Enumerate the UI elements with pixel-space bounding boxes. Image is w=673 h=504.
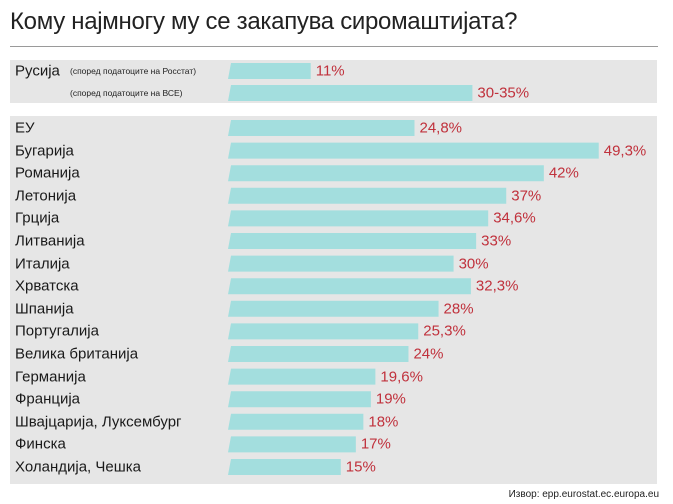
category-label: Велика британија bbox=[15, 345, 139, 363]
highlight-sublabel-1: (според податоците на ВСЕ) bbox=[70, 88, 183, 98]
bar bbox=[228, 413, 364, 430]
bar bbox=[228, 210, 489, 227]
highlight-bar-0 bbox=[228, 63, 311, 79]
bar bbox=[228, 323, 419, 340]
category-label: Италија bbox=[15, 255, 70, 273]
bar bbox=[228, 346, 409, 362]
category-label: Германија bbox=[15, 368, 86, 386]
bar bbox=[228, 391, 371, 408]
value-label: 37% bbox=[511, 187, 542, 205]
bar bbox=[228, 233, 477, 249]
title-divider bbox=[10, 46, 658, 47]
bar bbox=[228, 255, 454, 272]
value-label: 15% bbox=[345, 458, 376, 476]
value-label: 18% bbox=[368, 413, 399, 431]
category-label: Франција bbox=[15, 390, 81, 408]
category-label: Летонија bbox=[15, 187, 77, 205]
category-label: Хрватска bbox=[15, 277, 79, 295]
source-note: Извор: epp.eurostat.ec.europa.eu bbox=[508, 489, 659, 500]
category-label: ЕУ bbox=[15, 119, 35, 137]
bar bbox=[228, 142, 599, 159]
bar bbox=[228, 368, 376, 385]
bar bbox=[228, 436, 356, 453]
value-label: 19% bbox=[375, 390, 406, 408]
value-label: 19,6% bbox=[380, 368, 423, 386]
category-label: Бугарија bbox=[15, 142, 74, 160]
category-label: Грција bbox=[15, 209, 60, 227]
value-label: 25,3% bbox=[423, 322, 466, 340]
value-label: 24,8% bbox=[419, 119, 463, 137]
value-label: 28% bbox=[443, 300, 474, 318]
value-label: 34,6% bbox=[493, 209, 536, 227]
bar bbox=[228, 165, 544, 182]
highlight-label: Русија bbox=[15, 62, 60, 80]
value-label: 49,3% bbox=[603, 142, 647, 160]
value-label: 17% bbox=[360, 435, 391, 453]
category-label: Литванија bbox=[15, 232, 85, 250]
highlight-value-1: 30-35% bbox=[477, 84, 530, 102]
category-label: Швајцарија, Луксембург bbox=[15, 413, 182, 431]
bar bbox=[228, 459, 341, 475]
bar bbox=[228, 300, 439, 317]
highlight-bar-1 bbox=[228, 85, 473, 101]
category-label: Холандија, Чешка bbox=[15, 458, 141, 476]
value-label: 42% bbox=[548, 164, 579, 182]
value-label: 33% bbox=[481, 232, 512, 250]
category-label: Романија bbox=[15, 164, 80, 182]
highlight-sublabel-0: (според податоците на Росстат) bbox=[70, 66, 197, 76]
category-label: Шпанија bbox=[15, 300, 74, 318]
bar bbox=[228, 120, 415, 136]
category-label: Финска bbox=[15, 435, 66, 453]
bar bbox=[228, 187, 507, 204]
chart-title: Кому најмногу му се закапува сиромаштија… bbox=[10, 8, 518, 35]
bar bbox=[228, 278, 471, 295]
value-label: 30% bbox=[458, 255, 489, 273]
value-label: 32,3% bbox=[475, 277, 519, 295]
category-label: Португалија bbox=[15, 322, 99, 340]
value-label: 24% bbox=[413, 345, 444, 363]
highlight-value-0: 11% bbox=[315, 62, 345, 80]
